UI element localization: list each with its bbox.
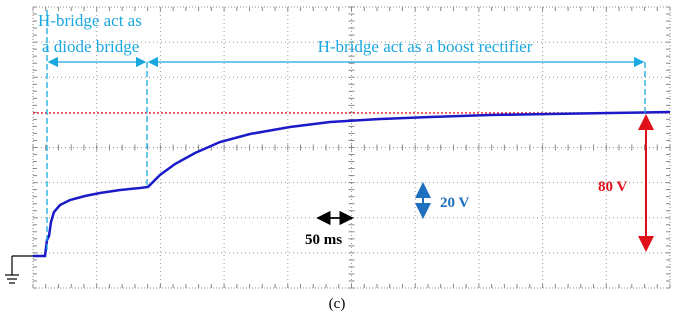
annotation: H-bridge act as bbox=[38, 11, 142, 30]
annotation: a diode bridge bbox=[42, 37, 139, 56]
volt-scale-label: 20 V bbox=[440, 195, 469, 211]
step-label: 80 V bbox=[598, 179, 627, 195]
figure: H-bridge act as a diode bridge H-bridge … bbox=[0, 0, 675, 315]
ground-symbol bbox=[5, 256, 33, 283]
caption: (c) bbox=[329, 296, 346, 312]
time-scale-label: 50 ms bbox=[305, 232, 342, 248]
annotation: H-bridge act as a boost rectifier bbox=[318, 37, 533, 56]
